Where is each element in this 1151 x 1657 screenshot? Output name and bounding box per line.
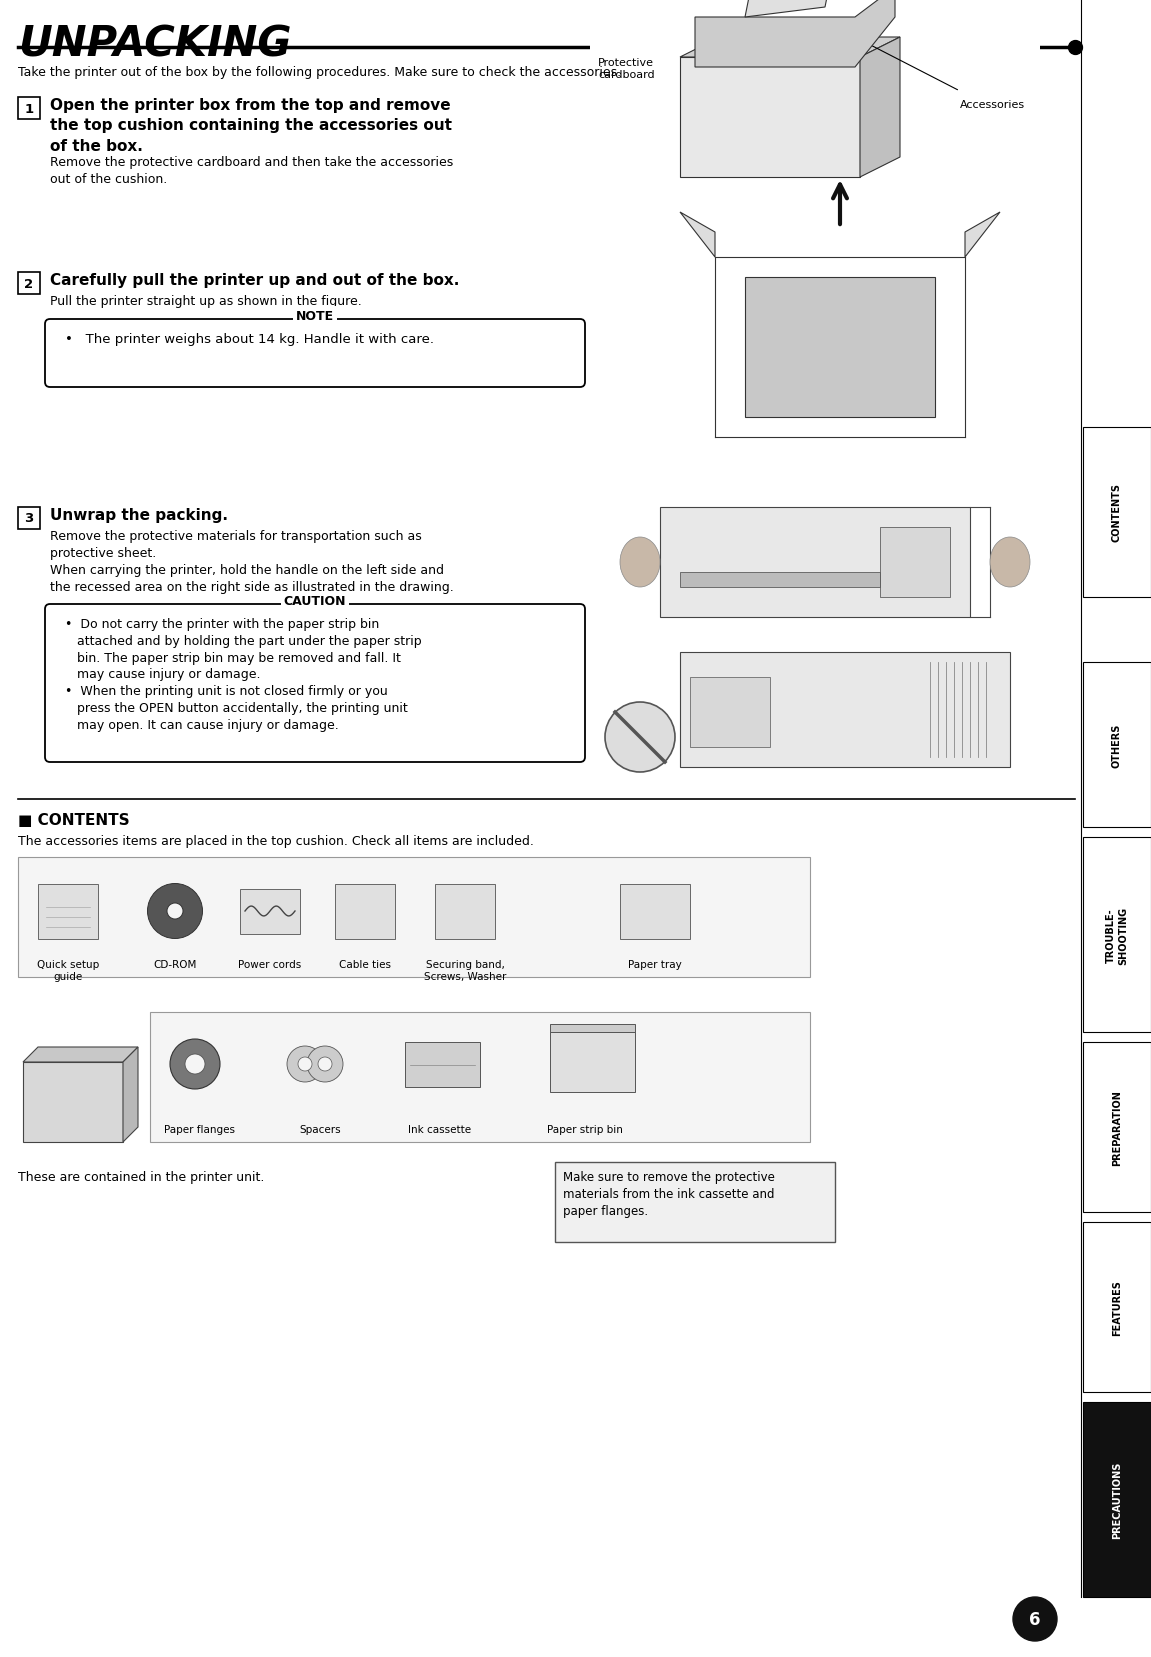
Circle shape bbox=[1013, 1597, 1057, 1640]
Bar bbox=[590, 38, 1041, 229]
Text: FEATURES: FEATURES bbox=[1112, 1279, 1122, 1336]
Text: Pull the printer straight up as shown in the figure.: Pull the printer straight up as shown in… bbox=[49, 295, 361, 308]
Bar bbox=[18, 507, 40, 530]
FancyBboxPatch shape bbox=[45, 320, 585, 388]
Ellipse shape bbox=[990, 537, 1030, 588]
Bar bbox=[1083, 1223, 1151, 1392]
Text: Unwrap the packing.: Unwrap the packing. bbox=[49, 507, 228, 522]
Bar bbox=[1083, 1402, 1151, 1597]
Text: Power cords: Power cords bbox=[238, 959, 302, 969]
Text: TROUBLE-
SHOOTING: TROUBLE- SHOOTING bbox=[1106, 906, 1128, 964]
Text: OTHERS: OTHERS bbox=[1112, 722, 1122, 767]
Circle shape bbox=[185, 1054, 205, 1074]
Bar bbox=[620, 883, 689, 940]
Text: Protective
cardboard: Protective cardboard bbox=[599, 58, 655, 80]
Polygon shape bbox=[965, 212, 1000, 258]
Circle shape bbox=[307, 1046, 343, 1082]
Bar bbox=[610, 638, 1050, 777]
Polygon shape bbox=[123, 1047, 138, 1142]
Text: Securing band,
Screws, Washer: Securing band, Screws, Washer bbox=[424, 959, 506, 981]
Circle shape bbox=[167, 903, 183, 920]
Text: NOTE: NOTE bbox=[296, 310, 334, 323]
Bar bbox=[150, 1012, 810, 1142]
Text: Take the printer out of the box by the following procedures. Make sure to check : Take the printer out of the box by the f… bbox=[18, 66, 622, 80]
Text: The accessories items are placed in the top cushion. Check all items are include: The accessories items are placed in the … bbox=[18, 835, 534, 847]
Text: Carefully pull the printer up and out of the box.: Carefully pull the printer up and out of… bbox=[49, 273, 459, 288]
Text: Remove the protective cardboard and then take the accessories
out of the cushion: Remove the protective cardboard and then… bbox=[49, 156, 453, 186]
Text: CONTENTS: CONTENTS bbox=[1112, 484, 1122, 542]
Text: Paper flanges: Paper flanges bbox=[165, 1125, 236, 1135]
Bar bbox=[23, 1062, 123, 1142]
Polygon shape bbox=[680, 212, 715, 258]
Bar bbox=[435, 883, 495, 940]
Polygon shape bbox=[23, 1047, 138, 1062]
Text: Cable ties: Cable ties bbox=[340, 959, 391, 969]
Bar bbox=[745, 278, 935, 418]
Circle shape bbox=[318, 1057, 331, 1072]
Text: Make sure to remove the protective
materials from the ink cassette and
paper fla: Make sure to remove the protective mater… bbox=[563, 1170, 775, 1218]
Bar bbox=[680, 653, 1009, 767]
Text: •  Do not carry the printer with the paper strip bin
   attached and by holding : • Do not carry the printer with the pape… bbox=[64, 618, 421, 731]
Polygon shape bbox=[680, 58, 860, 177]
Text: CD-ROM: CD-ROM bbox=[153, 959, 197, 969]
Text: •   The printer weighs about 14 kg. Handle it with care.: • The printer weighs about 14 kg. Handle… bbox=[64, 333, 434, 346]
Bar bbox=[1083, 837, 1151, 1032]
Text: 6: 6 bbox=[1029, 1611, 1041, 1629]
Text: Quick setup
guide: Quick setup guide bbox=[37, 959, 99, 981]
Text: UNPACKING: UNPACKING bbox=[18, 23, 291, 65]
Circle shape bbox=[298, 1057, 312, 1072]
Text: Paper strip bin: Paper strip bin bbox=[547, 1125, 623, 1135]
Bar bbox=[610, 497, 1050, 628]
Bar bbox=[405, 1042, 480, 1087]
Polygon shape bbox=[680, 38, 900, 58]
Circle shape bbox=[287, 1046, 323, 1082]
Text: Ink cassette: Ink cassette bbox=[409, 1125, 472, 1135]
Bar bbox=[1083, 663, 1151, 827]
Text: 1: 1 bbox=[24, 103, 33, 116]
Circle shape bbox=[147, 883, 203, 940]
Polygon shape bbox=[745, 0, 834, 18]
Bar bbox=[18, 98, 40, 119]
Circle shape bbox=[605, 703, 674, 772]
Bar bbox=[18, 857, 810, 978]
Bar bbox=[680, 573, 881, 588]
Text: PREPARATION: PREPARATION bbox=[1112, 1089, 1122, 1165]
Bar bbox=[1083, 428, 1151, 598]
Polygon shape bbox=[695, 0, 895, 68]
Text: These are contained in the printer unit.: These are contained in the printer unit. bbox=[18, 1170, 265, 1183]
Bar bbox=[550, 1032, 635, 1092]
Bar bbox=[550, 1024, 635, 1032]
Bar bbox=[18, 273, 40, 295]
Text: Spacers: Spacers bbox=[299, 1125, 341, 1135]
Text: Open the printer box from the top and remove
the top cushion containing the acce: Open the printer box from the top and re… bbox=[49, 98, 452, 154]
Bar bbox=[335, 883, 395, 940]
Circle shape bbox=[170, 1039, 220, 1089]
Text: Accessories: Accessories bbox=[960, 99, 1026, 109]
Bar bbox=[881, 527, 950, 598]
Text: CAUTION: CAUTION bbox=[284, 595, 346, 608]
FancyBboxPatch shape bbox=[45, 605, 585, 762]
Text: Remove the protective materials for transportation such as
protective sheet.
Whe: Remove the protective materials for tran… bbox=[49, 530, 453, 593]
Text: ■ CONTENTS: ■ CONTENTS bbox=[18, 812, 130, 827]
Polygon shape bbox=[860, 38, 900, 177]
Text: Paper tray: Paper tray bbox=[628, 959, 681, 969]
Bar bbox=[1083, 1042, 1151, 1213]
Bar bbox=[38, 883, 98, 940]
Ellipse shape bbox=[620, 537, 660, 588]
Text: 3: 3 bbox=[24, 512, 33, 525]
Text: 2: 2 bbox=[24, 277, 33, 290]
Bar bbox=[689, 678, 770, 747]
Text: PRECAUTIONS: PRECAUTIONS bbox=[1112, 1461, 1122, 1538]
Bar bbox=[241, 888, 300, 935]
Bar bbox=[660, 507, 970, 618]
Bar bbox=[555, 1162, 834, 1243]
